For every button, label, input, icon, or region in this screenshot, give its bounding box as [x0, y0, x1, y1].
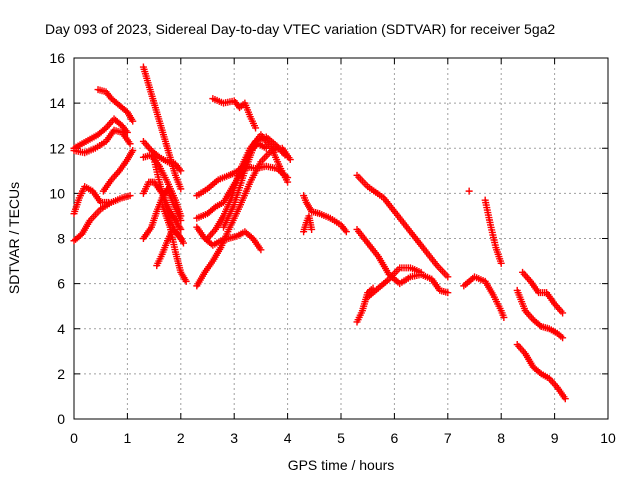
- data-point: [500, 313, 508, 321]
- x-tick-label: 0: [70, 430, 78, 446]
- data-series-32: [513, 286, 567, 342]
- data-point: [126, 192, 134, 200]
- y-axis-label: SDTVAR / TECUs: [6, 182, 22, 294]
- x-tick-labels: 0 1 2 3 4 5 6 7 8 9 10: [70, 430, 616, 446]
- data-series-5: [94, 86, 137, 125]
- data-series-23: [300, 212, 316, 236]
- data-point: [559, 334, 567, 342]
- data-point: [176, 224, 184, 232]
- data-series-2: [70, 126, 134, 157]
- data-series-19: [193, 144, 294, 290]
- data-series-22: [300, 192, 350, 236]
- x-tick-label: 1: [124, 430, 132, 446]
- data-point: [559, 309, 567, 317]
- data-series-4: [70, 192, 134, 245]
- data-series-30: [460, 273, 508, 321]
- data-point: [465, 187, 473, 195]
- y-tick-label: 2: [57, 366, 65, 382]
- data-series-1: [70, 115, 131, 152]
- y-tick-label: 6: [57, 276, 65, 292]
- data-point: [100, 125, 108, 133]
- x-tick-label: 4: [284, 430, 292, 446]
- data-series-33: [513, 341, 569, 403]
- data-point: [177, 167, 185, 175]
- y-tick-label: 8: [57, 231, 65, 247]
- data-point: [308, 225, 316, 233]
- x-tick-label: 6: [391, 430, 399, 446]
- data-series-31: [519, 268, 567, 317]
- data-point: [126, 140, 134, 148]
- data-point: [177, 225, 185, 233]
- data-point: [536, 321, 544, 329]
- data-point: [342, 228, 350, 236]
- data-series-27: [364, 264, 425, 301]
- data-series-3: [70, 183, 113, 218]
- data-point: [561, 395, 569, 403]
- y-tick-label: 16: [49, 50, 65, 66]
- y-tick-label: 14: [49, 95, 65, 111]
- x-tick-label: 3: [230, 430, 238, 446]
- data-point: [177, 235, 185, 242]
- y-tick-label: 12: [49, 140, 65, 156]
- data-point: [252, 124, 260, 132]
- data-point: [417, 268, 425, 276]
- data-series-28: [465, 187, 473, 195]
- x-tick-label: 9: [551, 430, 559, 446]
- data-point: [129, 147, 137, 155]
- data-point: [284, 178, 292, 186]
- data-point: [179, 239, 187, 247]
- data-point: [281, 151, 289, 159]
- x-tick-label: 7: [444, 430, 452, 446]
- axis-ticks: [73, 57, 609, 420]
- y-tick-label: 4: [57, 321, 65, 337]
- x-tick-label: 5: [337, 430, 345, 446]
- data-series-25: [353, 225, 452, 297]
- y-tick-label: 10: [49, 185, 65, 201]
- y-tick-label: 0: [57, 411, 65, 427]
- data-series-29: [481, 196, 505, 267]
- data-series-24: [353, 171, 452, 281]
- data-points: [70, 63, 569, 403]
- data-point: [444, 273, 452, 281]
- chart-title: Day 093 of 2023, Sidereal Day-to-day VTE…: [45, 21, 555, 37]
- data-point: [154, 152, 162, 160]
- data-series-6: [99, 147, 137, 195]
- data-point: [536, 369, 544, 377]
- x-tick-label: 8: [497, 430, 505, 446]
- data-series-14: [150, 156, 185, 242]
- data-series-20: [204, 131, 292, 242]
- data-point: [129, 117, 137, 125]
- x-tick-label: 2: [177, 430, 185, 446]
- x-axis-label: GPS time / hours: [288, 457, 395, 473]
- data-point: [444, 289, 452, 297]
- data-series-11: [139, 185, 185, 242]
- y-tick-labels: 0 2 4 6 8 10 12 14 16: [49, 50, 65, 427]
- data-series-21: [220, 133, 289, 231]
- data-series-15: [209, 95, 260, 132]
- data-point: [177, 216, 185, 224]
- data-point: [177, 185, 185, 193]
- data-point: [182, 277, 190, 285]
- grid-lines: [74, 58, 608, 419]
- data-point: [210, 204, 218, 212]
- data-point: [497, 259, 505, 267]
- data-point: [286, 156, 294, 164]
- data-point: [257, 246, 265, 254]
- x-tick-label: 10: [600, 430, 616, 446]
